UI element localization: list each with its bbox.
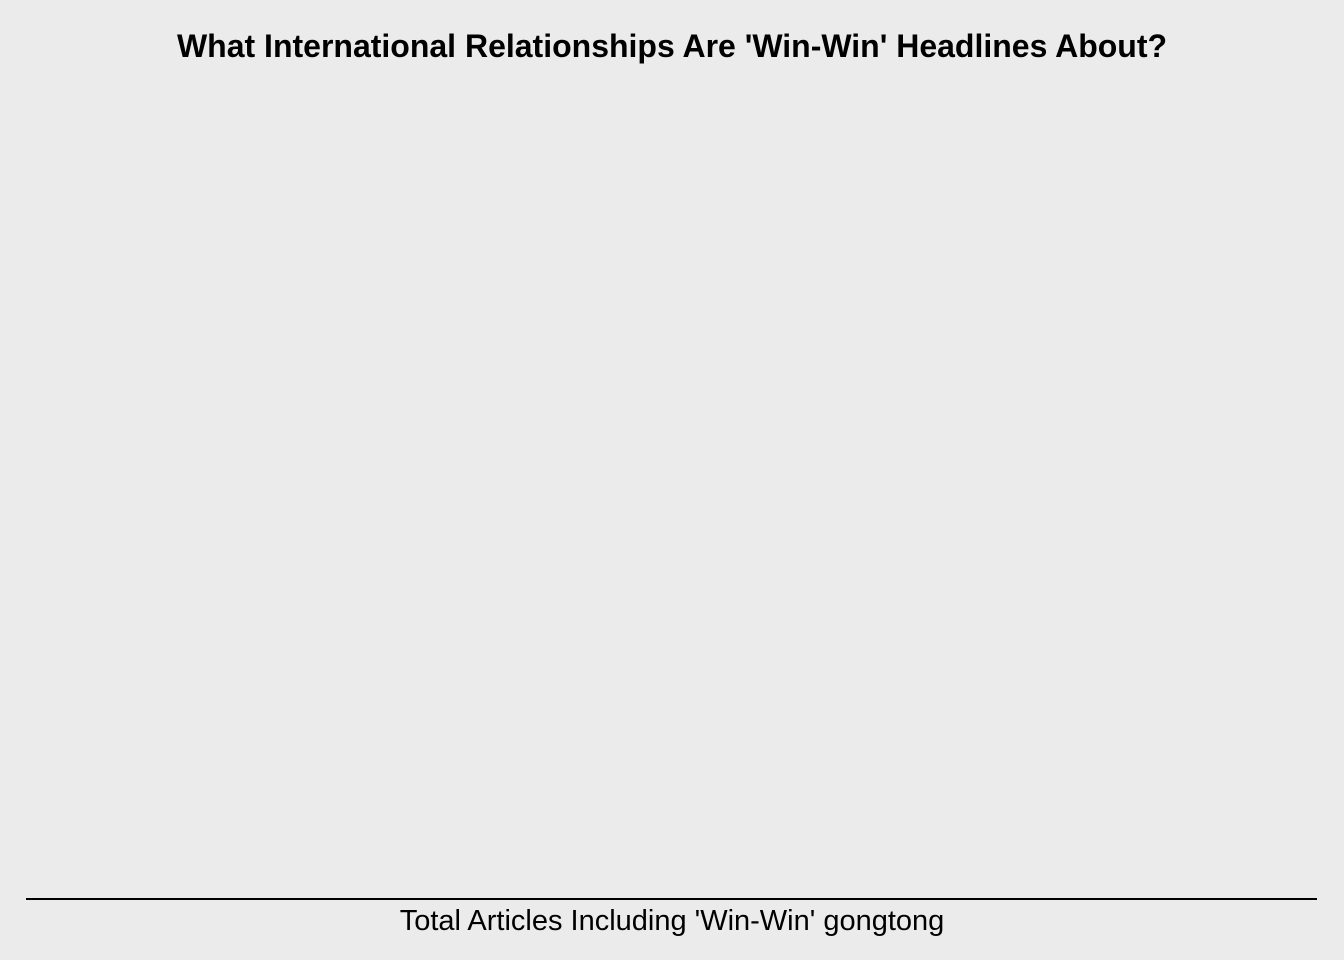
x-axis-label: Total Articles Including 'Win-Win' gongt… [399,905,945,937]
x-axis-line [26,898,1317,900]
chart-title: What International Relationships Are 'Wi… [176,28,1168,64]
plot-area [26,80,1317,900]
plot-svg [26,80,1317,900]
